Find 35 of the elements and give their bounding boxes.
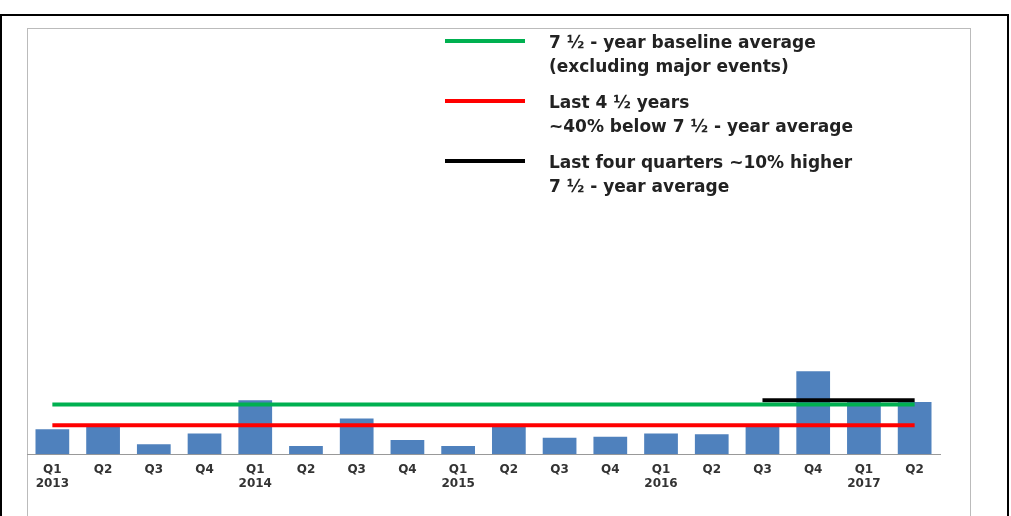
bar [136, 444, 171, 455]
x-tick-label: Q2 [93, 461, 113, 476]
x-tick-label: Q2 [905, 461, 924, 476]
bar [35, 429, 70, 455]
x-tick-label: Q1 2016 [644, 461, 678, 490]
bar [289, 445, 323, 455]
bar [441, 445, 475, 455]
bar [492, 425, 526, 455]
x-tick-label: Q1 2015 [441, 461, 475, 490]
bar [745, 425, 780, 455]
bar [644, 433, 678, 455]
x-tick-label: Q4 [803, 461, 823, 476]
x-tick-label: Q1 2014 [238, 461, 272, 490]
x-tick-label: Q3 [550, 461, 569, 476]
x-tick-label: Q2 [702, 461, 722, 476]
bar [390, 440, 425, 455]
x-tick-label: Q2 [296, 461, 316, 476]
bar [86, 425, 120, 455]
legend-label: Last 4 ½ years ~40% below 7 ½ - year average [549, 91, 853, 138]
x-tick-label: Q4 [601, 461, 620, 476]
legend-label: Last four quarters ~10% higher 7 ½ - year average [549, 151, 853, 198]
x-tick-label: Q3 [347, 461, 366, 476]
x-tick-label: Q2 [499, 461, 519, 476]
legend-label: 7 ½ - year baseline average (excluding major events) [549, 31, 816, 78]
bar [694, 434, 729, 455]
bar [897, 402, 932, 455]
bar [593, 436, 628, 455]
x-tick-label: Q4 [195, 461, 214, 476]
x-tick-label: Q3 [144, 461, 164, 476]
x-tick-label: Q1 2017 [847, 461, 881, 490]
bar [187, 433, 222, 455]
x-tick-label: Q3 [753, 461, 772, 476]
bar [542, 437, 577, 455]
x-tick-label: Q4 [398, 461, 417, 476]
x-tick-label: Q1 2013 [35, 461, 70, 490]
